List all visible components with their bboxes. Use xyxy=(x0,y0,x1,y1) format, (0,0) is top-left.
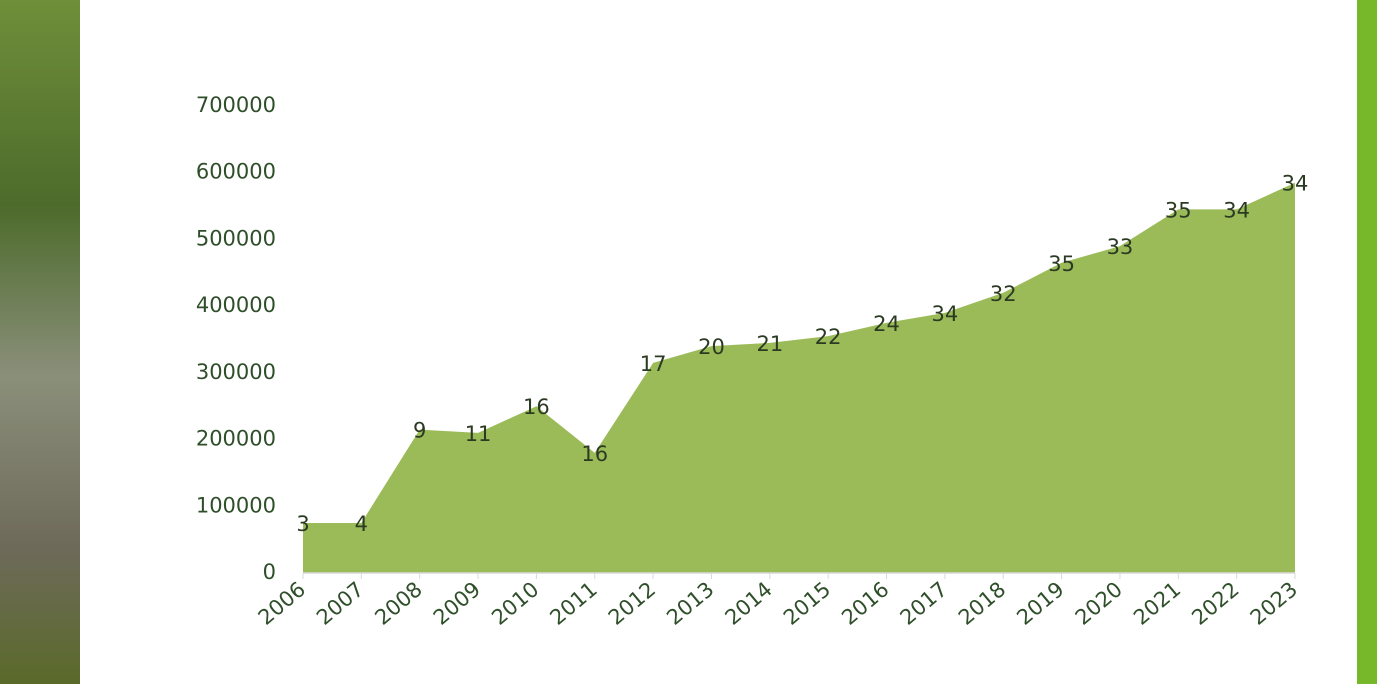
data-label: 11 xyxy=(465,422,492,446)
x-tick-label: 2021 xyxy=(1129,577,1185,630)
data-label: 9 xyxy=(413,419,426,443)
x-tick-label: 2020 xyxy=(1071,577,1127,630)
data-label: 3 xyxy=(296,512,309,536)
y-tick-label: 100000 xyxy=(196,493,276,517)
x-tick-label: 2014 xyxy=(721,577,777,630)
data-label: 34 xyxy=(1282,172,1309,196)
y-tick-label: 0 xyxy=(263,560,276,584)
x-tick-label: 2017 xyxy=(896,577,952,630)
data-label: 33 xyxy=(1107,235,1134,259)
x-tick-label: 2012 xyxy=(604,577,660,630)
data-label: 32 xyxy=(990,282,1017,306)
y-tick-label: 500000 xyxy=(196,226,276,250)
x-tick-label: 2015 xyxy=(779,577,835,630)
area xyxy=(303,182,1295,573)
x-tick-label: 2011 xyxy=(545,577,601,630)
photo-strip xyxy=(0,0,80,684)
data-label: 34 xyxy=(932,302,959,326)
x-tick-label: 2013 xyxy=(662,577,718,630)
x-tick-label: 2006 xyxy=(254,577,310,630)
data-label: 34 xyxy=(1223,198,1250,222)
data-label: 24 xyxy=(873,312,900,336)
y-tick-label: 300000 xyxy=(196,360,276,384)
y-tick-label: 400000 xyxy=(196,293,276,317)
y-tick-label: 600000 xyxy=(196,160,276,184)
x-tick-label: 2022 xyxy=(1187,577,1243,630)
data-label: 20 xyxy=(698,335,725,359)
accent-bar xyxy=(1357,0,1377,684)
data-label: 16 xyxy=(581,442,608,466)
x-tick-label: 2023 xyxy=(1246,577,1302,630)
y-tick-label: 200000 xyxy=(196,427,276,451)
data-label: 17 xyxy=(640,352,667,376)
data-label: 22 xyxy=(815,325,842,349)
x-tick-label: 2007 xyxy=(312,577,368,630)
x-tick-label: 2009 xyxy=(429,577,485,630)
x-tick-label: 2019 xyxy=(1012,577,1068,630)
data-label: 35 xyxy=(1165,198,1192,222)
x-tick-label: 2018 xyxy=(954,577,1010,630)
x-tick-label: 2010 xyxy=(487,577,543,630)
data-label: 35 xyxy=(1048,252,1075,276)
x-tick-label: 2008 xyxy=(370,577,426,630)
x-tick-label: 2016 xyxy=(837,577,893,630)
data-label: 21 xyxy=(756,332,783,356)
y-tick-label: 700000 xyxy=(196,93,276,117)
data-label: 4 xyxy=(355,512,368,536)
data-label: 16 xyxy=(523,395,550,419)
